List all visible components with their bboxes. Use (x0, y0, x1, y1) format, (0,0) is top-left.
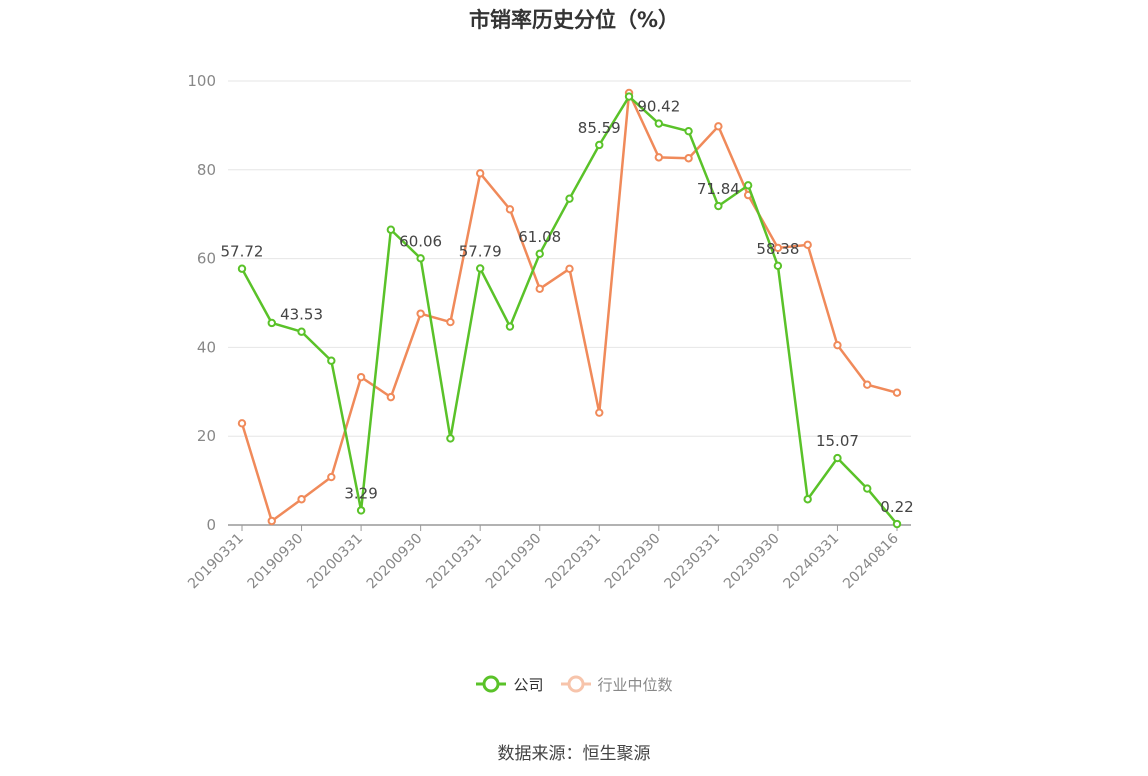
data-point-industry-median (356, 372, 366, 382)
chart-title: 市销率历史分位（%） (468, 8, 680, 32)
data-label: 0.22 (880, 498, 913, 516)
data-point-industry-median (416, 309, 425, 318)
x-tick-label: 20200331 (304, 531, 366, 593)
legend-item-industry-median[interactable]: 行业中位数 (560, 672, 673, 696)
data-point-company (892, 519, 902, 529)
x-tick-label: 20230331 (661, 531, 723, 593)
data-point-industry-median (446, 317, 455, 327)
series-lines (237, 88, 902, 529)
data-label: 85.59 (578, 119, 621, 137)
data-label: 61.08 (518, 228, 561, 246)
data-point-industry-median (773, 243, 783, 253)
legend-label-industry-median: 行业中位数 (597, 675, 673, 694)
data-point-company (624, 92, 634, 101)
x-tick-label: 20230930 (721, 531, 783, 593)
legend-line-marker-icon (476, 675, 507, 693)
data-point-company (565, 194, 574, 203)
data-point-industry-median (595, 408, 604, 417)
data-point-industry-median (535, 284, 544, 293)
data-point-industry-median (803, 240, 812, 250)
data-point-industry-median (892, 388, 902, 397)
data-point-company (863, 484, 872, 493)
data-point-company (833, 453, 842, 463)
data-point-industry-median (386, 392, 396, 402)
y-tick-label: 20 (197, 427, 216, 445)
data-label: 90.42 (637, 98, 680, 116)
data-point-company (714, 201, 723, 211)
data-point-industry-median (267, 516, 276, 526)
data-point-industry-median (833, 340, 842, 350)
data-point-company (327, 356, 336, 365)
data-point-industry-median (475, 169, 485, 178)
data-point-company (535, 249, 544, 259)
data-label: 58.38 (756, 240, 799, 258)
data-point-company (416, 254, 425, 263)
data-point-industry-median (714, 122, 723, 131)
grid-lines (228, 80, 911, 437)
data-point-company (595, 140, 604, 150)
legend: 公司 行业中位数 (0, 672, 1148, 696)
x-tick-label: 20190331 (185, 531, 247, 593)
x-tick-label: 20240331 (781, 531, 843, 593)
data-source-note: 数据来源：恒生聚源 (497, 744, 651, 764)
data-point-company (773, 261, 783, 270)
y-tick-label: 40 (197, 338, 216, 356)
data-point-company (505, 322, 515, 331)
series-line-company (240, 95, 898, 525)
data-point-company (654, 119, 664, 128)
y-tick-label: 60 (197, 250, 216, 268)
series-line-industry-median (240, 91, 898, 523)
data-point-industry-median (237, 419, 247, 428)
x-tick-label: 20220930 (602, 531, 664, 593)
data-point-company (743, 181, 753, 190)
data-label: 43.53 (280, 306, 323, 324)
legend-line-marker-icon (560, 675, 591, 693)
y-tick-label: 80 (197, 161, 216, 179)
data-label: 60.06 (399, 232, 442, 250)
y-tick-label: 100 (187, 72, 216, 90)
data-point-company (475, 264, 485, 273)
x-tick-label: 20210331 (423, 531, 485, 593)
data-point-industry-median (565, 264, 574, 274)
data-point-company (803, 495, 812, 504)
data-point-company (356, 506, 366, 515)
legend-item-company[interactable]: 公司 (475, 672, 544, 696)
data-point-company (297, 327, 306, 336)
data-point-industry-median (654, 153, 664, 162)
data-label: 57.72 (221, 243, 264, 261)
data-point-industry-median (684, 154, 693, 163)
data-point-company (386, 225, 396, 234)
data-labels: 57.72 43.53 3.29 60.06 57.79 61.08 85.59 90.42 7… (221, 98, 914, 516)
x-tick-label: 20220331 (542, 531, 604, 593)
data-label: 57.79 (459, 242, 502, 260)
data-point-industry-median (505, 205, 515, 214)
data-point-company (237, 264, 247, 273)
data-point-company (267, 318, 276, 328)
x-tick-label: 20240816 (840, 530, 902, 592)
data-point-company (684, 126, 693, 136)
legend-label-company: 公司 (513, 675, 544, 694)
data-point-industry-median (863, 380, 872, 389)
data-label: 15.07 (816, 432, 859, 450)
x-tick-label: 20210930 (483, 531, 545, 593)
data-label: 71.84 (697, 180, 740, 198)
data-point-industry-median (327, 472, 336, 482)
data-point-company (446, 434, 455, 443)
axes: 0 20 40 60 80 100 2019033120190930202003312020… (185, 72, 911, 592)
x-tick-label: 20190930 (245, 531, 307, 593)
data-point-industry-median (297, 495, 306, 504)
x-tick-label: 20200930 (364, 531, 426, 593)
y-tick-label: 0 (206, 516, 216, 534)
data-label: 3.29 (344, 484, 377, 502)
